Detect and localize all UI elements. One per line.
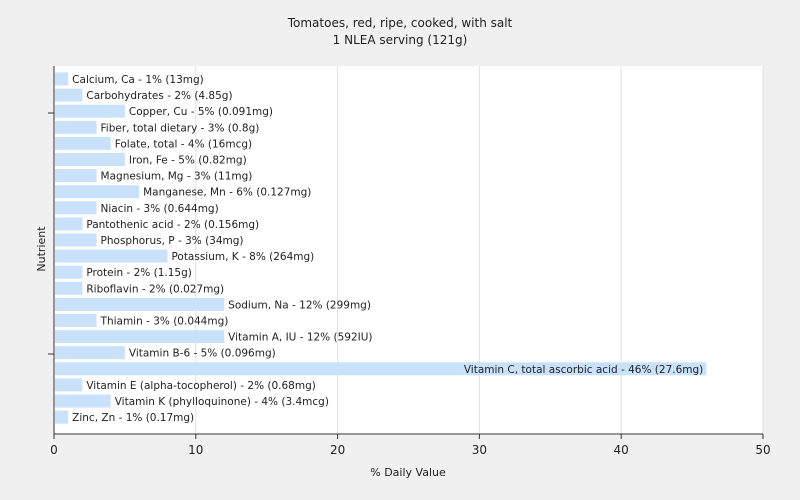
bar: [55, 88, 83, 102]
bar-label: Folate, total - 4% (16mcg): [115, 138, 252, 150]
bar-label: Carbohydrates - 2% (4.85g): [86, 90, 232, 102]
bar: [55, 410, 69, 424]
bar: [55, 297, 225, 311]
bar: [55, 346, 125, 360]
y-axis-title: Nutrient: [35, 226, 48, 272]
bar: [55, 265, 83, 279]
bar: [55, 120, 97, 134]
bar-label: Vitamin E (alpha-tocopherol) - 2% (0.68m…: [86, 380, 315, 392]
bar: [55, 201, 97, 215]
bar-label: Protein - 2% (1.15g): [86, 267, 192, 279]
x-tick-label: 50: [755, 443, 770, 457]
x-tick-label: 20: [330, 443, 345, 457]
bar-label: Riboflavin - 2% (0.027mg): [86, 283, 224, 295]
bar-label: Vitamin B-6 - 5% (0.096mg): [129, 348, 276, 360]
bar: [55, 72, 69, 86]
bar: [55, 233, 97, 247]
bar-label: Vitamin C, total ascorbic acid - 46% (27…: [464, 364, 703, 376]
axes: [48, 66, 763, 435]
bar: [55, 185, 140, 199]
bar-label: Phosphorus, P - 3% (34mg): [101, 235, 244, 247]
x-axis-ticks: 0 10 20 30 40 50: [50, 434, 771, 457]
bar-label: Calcium, Ca - 1% (13mg): [72, 74, 204, 86]
bar: [55, 314, 97, 327]
bar: [55, 330, 225, 344]
bar-label: Pantothenic acid - 2% (0.156mg): [86, 219, 259, 231]
x-tick-label: 30: [472, 443, 487, 457]
bar-label: Iron, Fe - 5% (0.82mg): [129, 155, 247, 167]
bar: [55, 169, 97, 183]
bar: [55, 281, 83, 295]
bar-label: Copper, Cu - 5% (0.091mg): [129, 106, 273, 118]
bar-label: Vitamin A, IU - 12% (592IU): [228, 332, 372, 344]
bar-label: Fiber, total dietary - 3% (0.8g): [101, 122, 260, 134]
bar-label: Sodium, Na - 12% (299mg): [228, 299, 371, 311]
bar-label: Thiamin - 3% (0.044mg): [100, 316, 229, 328]
bar-label: Zinc, Zn - 1% (0.17mg): [72, 412, 194, 424]
bar-label: Niacin - 3% (0.644mg): [101, 203, 219, 215]
bar: [55, 104, 125, 118]
bar-label: Manganese, Mn - 6% (0.127mg): [143, 187, 311, 199]
x-tick-label: 40: [614, 443, 629, 457]
bar-labels: Calcium, Ca - 1% (13mg) Carbohydrates - 2…: [72, 74, 703, 424]
bar: [55, 136, 111, 150]
x-tick-label: 10: [188, 443, 203, 457]
bars: [55, 72, 707, 424]
chart-title: Tomatoes, red, ripe, cooked, with salt: [287, 16, 513, 30]
bar-label: Potassium, K - 8% (264mg): [171, 251, 314, 263]
bar: [55, 217, 83, 231]
bar: [55, 378, 83, 392]
chart-subtitle: 1 NLEA serving (121g): [333, 33, 468, 47]
bar: [55, 153, 125, 166]
x-tick-label: 0: [50, 443, 58, 457]
bar: [55, 249, 168, 263]
bar-label: Vitamin K (phylloquinone) - 4% (3.4mcg): [115, 396, 329, 408]
bar: [55, 362, 707, 376]
bar-label: Magnesium, Mg - 3% (11mg): [101, 171, 253, 183]
x-axis-title: % Daily Value: [370, 466, 446, 479]
bar: [55, 394, 111, 408]
